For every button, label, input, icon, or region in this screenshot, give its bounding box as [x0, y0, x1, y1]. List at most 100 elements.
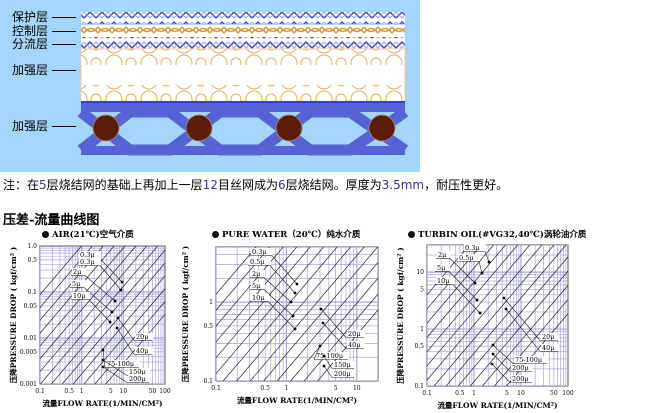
size-annotation: 10μ	[250, 294, 297, 331]
annotation-label: 0.3μ	[80, 251, 95, 259]
y-tick-label: 0.5	[414, 343, 424, 350]
chart-title-air: AIR(21℃)空气介质	[42, 228, 134, 240]
distribution-layer	[81, 37, 405, 49]
leader-line	[322, 322, 347, 349]
annotation-label: 75-100μ	[107, 360, 134, 368]
size-annotation: 10μ	[435, 277, 482, 315]
label-text: 控制层	[12, 24, 49, 38]
leader-line	[116, 327, 135, 355]
size-annotation: 200μ	[101, 365, 150, 383]
leader-line	[484, 251, 490, 263]
flow-curve	[40, 246, 82, 296]
annotation-label: 0.5μ	[459, 254, 474, 262]
annotation-label: 40μ	[136, 347, 149, 355]
y-tick-label: 0.01	[24, 335, 37, 342]
leader-point	[321, 321, 325, 325]
layer-label-distribution: 分流层	[12, 37, 77, 51]
size-annotation: 0.3μ	[250, 248, 299, 286]
y-axis-label: 压降PRESSURE DROP ( kgf/cm² )	[395, 247, 405, 383]
leader-point	[322, 364, 326, 368]
annotation-label: 75-100μ	[515, 356, 542, 364]
mesh-layers-illustration	[77, 12, 409, 156]
x-tick-label: 5	[109, 388, 113, 395]
flow-curve	[470, 270, 568, 386]
y-tick-label: 0.5	[203, 323, 213, 330]
size-annotation: 75-100μ	[101, 348, 140, 368]
flow-curve	[236, 247, 351, 381]
bullet-icon	[42, 231, 49, 238]
leader-point	[115, 326, 119, 330]
leader-point	[487, 260, 491, 264]
leader-point	[480, 271, 484, 275]
leader-line	[478, 261, 483, 274]
flow-curve	[216, 247, 284, 327]
annotation-label: 5μ	[252, 282, 260, 290]
flow-curve	[445, 245, 567, 386]
leader-line	[491, 363, 511, 383]
size-annotation: 0.5μ	[248, 258, 297, 295]
leader-point	[491, 352, 495, 356]
leader-point	[120, 280, 124, 284]
chart-1: 0.1 0.5 1 5 10 0.1 0.5 1 流量FLOW RATE(1/MIN/CM²) 压…	[180, 246, 379, 405]
leader-point	[293, 291, 297, 295]
leader-point	[110, 310, 114, 314]
leader-point	[113, 299, 117, 303]
leader-line	[84, 275, 116, 302]
label-text: 加强层	[12, 119, 49, 133]
flow-curve	[216, 247, 257, 295]
annotation-label: 200μ	[512, 375, 529, 383]
x-axis-label: 流量FLOW RATE(1/MIN/CM²)	[42, 398, 162, 408]
annotation-label: 20μ	[348, 330, 361, 338]
layer-label-reinforcement-1: 加强层	[12, 64, 77, 77]
annotation-label: 200μ	[129, 375, 146, 383]
bullet-icon	[212, 231, 219, 238]
annotation-label: 40μ	[542, 344, 555, 352]
leader-point	[490, 362, 494, 366]
flow-curve	[40, 246, 115, 334]
size-annotation: 40μ	[115, 326, 153, 355]
annotation-label: 200μ	[334, 370, 351, 378]
x-axis-label: 流量FLOW RATE(1/MIN/CM²)	[237, 395, 357, 405]
size-annotation: 2μ	[71, 268, 117, 303]
leader-point	[101, 358, 105, 362]
grid	[216, 247, 378, 381]
annotation-label: 0.3μ	[252, 248, 267, 256]
annotation-label: 5μ	[72, 280, 80, 288]
size-annotation: 75-100μ	[313, 344, 349, 360]
annotation-label: 10μ	[252, 294, 265, 302]
leader-line	[320, 308, 347, 338]
layer-label-protection: 保护层	[12, 10, 77, 24]
x-tick-label: 100	[562, 390, 574, 397]
x-tick-label: 50	[550, 390, 558, 397]
leader-point	[473, 281, 477, 285]
leader-line	[88, 299, 111, 323]
y-tick-label: 0.1	[414, 383, 424, 390]
flow-curve	[249, 247, 365, 381]
label-text: 分流层	[12, 37, 49, 51]
leader-point	[293, 327, 297, 331]
x-tick-label: 0.5	[455, 390, 465, 397]
flow-curve	[263, 247, 378, 381]
x-tick-label: 10	[120, 388, 128, 395]
leader-point	[322, 354, 326, 358]
label-text: 保护层	[12, 10, 49, 24]
y-tick-label: 0.5	[27, 257, 37, 264]
size-annotation: 150μ	[322, 354, 355, 369]
leader-line	[492, 344, 514, 364]
x-tick-label: 0.5	[260, 385, 270, 392]
annotation-label: 10μ	[73, 292, 86, 300]
size-annotation: 200μ	[490, 362, 533, 383]
leader-line	[313, 345, 321, 360]
chart-0: 0.1 0.5 1 5 10 50 100 0.001 0.005 0.01 0.05 0.1 0.5 1…	[8, 243, 171, 408]
plot-area	[39, 245, 166, 385]
flow-curve	[40, 246, 148, 373]
control-layer	[81, 25, 405, 37]
leader-point	[319, 307, 323, 311]
annotation-label: 150μ	[334, 361, 351, 369]
leader-point	[502, 296, 506, 300]
x-tick-label: 0.1	[211, 385, 221, 392]
flow-curve	[427, 245, 494, 324]
y-tick-label: 5	[420, 286, 424, 293]
flow-curve	[216, 247, 324, 375]
